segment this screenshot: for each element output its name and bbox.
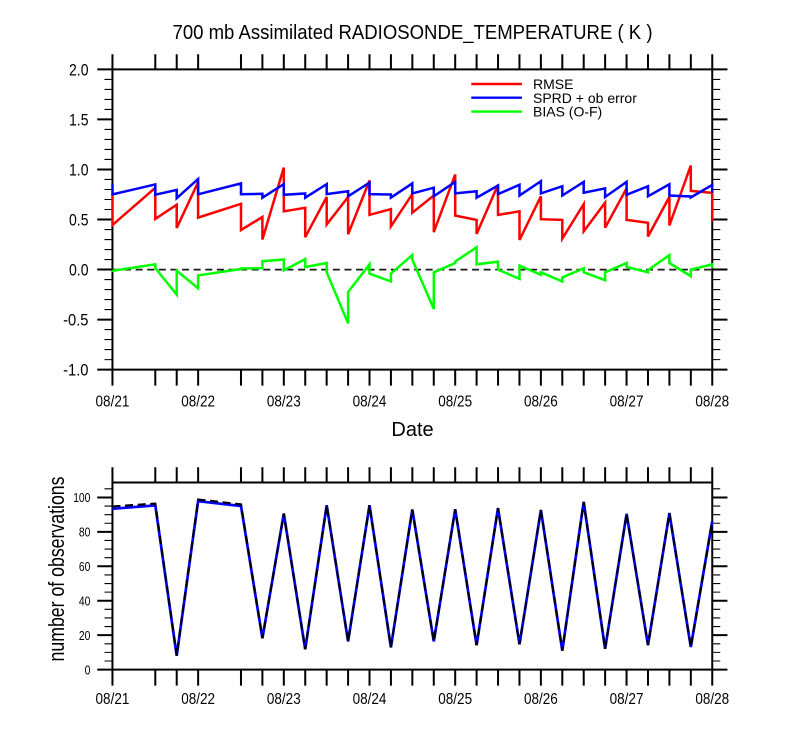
svg-text:08/23: 08/23: [267, 691, 301, 708]
svg-text:60: 60: [79, 559, 91, 574]
svg-text:1.0: 1.0: [69, 160, 89, 179]
svg-text:08/24: 08/24: [353, 691, 387, 708]
svg-text:RMSE: RMSE: [533, 76, 573, 92]
svg-text:08/26: 08/26: [524, 691, 558, 708]
svg-text:08/23: 08/23: [267, 393, 301, 410]
svg-text:700 mb Assimilated RADIOSONDE_: 700 mb Assimilated RADIOSONDE_TEMPERATUR…: [173, 22, 653, 44]
svg-text:80: 80: [79, 525, 91, 540]
svg-text:08/24: 08/24: [353, 393, 387, 410]
svg-text:0.5: 0.5: [69, 211, 89, 230]
svg-text:-0.5: -0.5: [63, 311, 88, 330]
svg-text:40: 40: [79, 594, 91, 609]
svg-text:0: 0: [85, 662, 91, 677]
svg-text:08/21: 08/21: [96, 393, 130, 410]
svg-text:-1.0: -1.0: [63, 361, 88, 380]
svg-text:08/27: 08/27: [610, 691, 644, 708]
svg-text:BIAS (O-F): BIAS (O-F): [533, 104, 602, 120]
svg-text:08/27: 08/27: [610, 393, 644, 410]
svg-text:08/28: 08/28: [695, 691, 729, 708]
svg-text:1.5: 1.5: [69, 110, 89, 129]
svg-text:2.0: 2.0: [69, 60, 89, 79]
svg-text:0.0: 0.0: [69, 261, 89, 280]
svg-text:08/25: 08/25: [438, 691, 472, 708]
svg-text:number of observations: number of observations: [44, 477, 69, 662]
svg-text:08/22: 08/22: [181, 393, 215, 410]
svg-text:08/25: 08/25: [438, 393, 472, 410]
svg-text:20: 20: [79, 628, 91, 643]
svg-text:08/21: 08/21: [96, 691, 130, 708]
svg-text:08/28: 08/28: [695, 393, 729, 410]
svg-text:Date: Date: [391, 419, 433, 441]
svg-text:SPRD + ob error: SPRD + ob error: [533, 90, 637, 106]
svg-text:08/26: 08/26: [524, 393, 558, 410]
svg-text:100: 100: [73, 490, 90, 505]
svg-text:08/22: 08/22: [181, 691, 215, 708]
